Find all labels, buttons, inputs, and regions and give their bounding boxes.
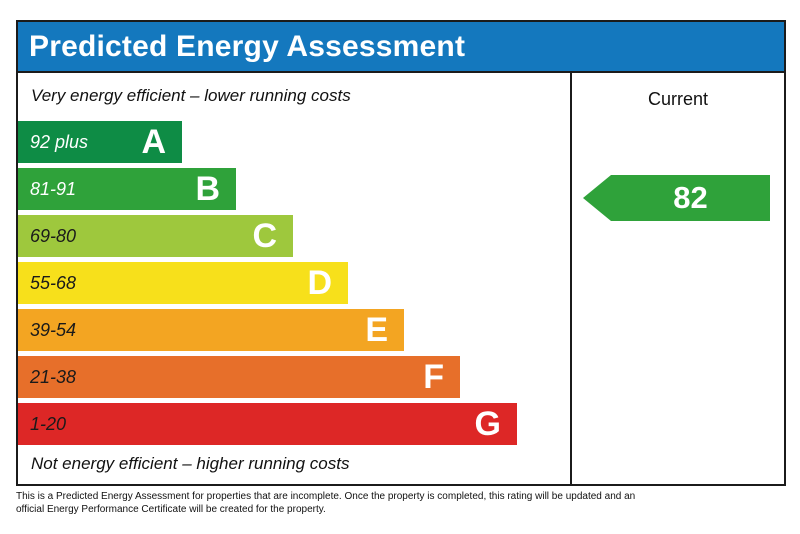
band-letter: G — [474, 405, 501, 443]
band-letter: A — [141, 123, 166, 161]
disclaimer-text: This is a Predicted Energy Assessment fo… — [16, 490, 635, 516]
band-row-f: 21-38 F — [18, 356, 460, 398]
current-rating-column: Current 82 — [572, 73, 784, 484]
band-letter: D — [307, 264, 332, 302]
arrow-tip-icon — [583, 175, 611, 221]
band-row-d: 55-68 D — [18, 262, 348, 304]
top-caption: Very energy efficient – lower running co… — [31, 86, 351, 105]
current-rating-arrow: 82 — [583, 175, 770, 221]
bottom-caption: Not energy efficient – higher running co… — [31, 454, 350, 473]
band-row-c: 69-80 C — [18, 215, 293, 257]
chart-header: Predicted Energy Assessment — [18, 22, 784, 73]
band-row-g: 1-20 G — [18, 403, 517, 445]
disclaimer-line-1: This is a Predicted Energy Assessment fo… — [16, 491, 636, 502]
band-row-a: 92 plus A — [18, 121, 182, 163]
band-range-label: 92 plus — [30, 131, 89, 152]
band-row-b: 81-91 B — [18, 168, 236, 210]
page-title: Predicted Energy Assessment — [29, 29, 466, 63]
band-range-label: 69-80 — [30, 225, 77, 246]
band-letter: C — [252, 217, 277, 255]
energy-assessment-chart: Predicted Energy Assessment Very energy … — [16, 20, 786, 486]
band-range-label: 81-91 — [30, 178, 77, 199]
band-letter: F — [423, 358, 444, 396]
chart-body: Very energy efficient – lower running co… — [18, 73, 784, 484]
band-range-label: 21-38 — [30, 366, 77, 387]
band-range-label: 39-54 — [30, 319, 77, 340]
band-range-label: 55-68 — [30, 272, 77, 293]
disclaimer-line-2: official Energy Performance Certificate … — [16, 504, 326, 515]
current-rating-value: 82 — [611, 175, 770, 221]
rating-scale-area: Very energy efficient – lower running co… — [18, 73, 572, 484]
current-column-header: Current — [647, 89, 709, 109]
band-letter: E — [365, 311, 388, 349]
band-row-e: 39-54 E — [18, 309, 404, 351]
band-range-label: 1-20 — [30, 413, 67, 434]
band-letter: B — [195, 170, 220, 208]
